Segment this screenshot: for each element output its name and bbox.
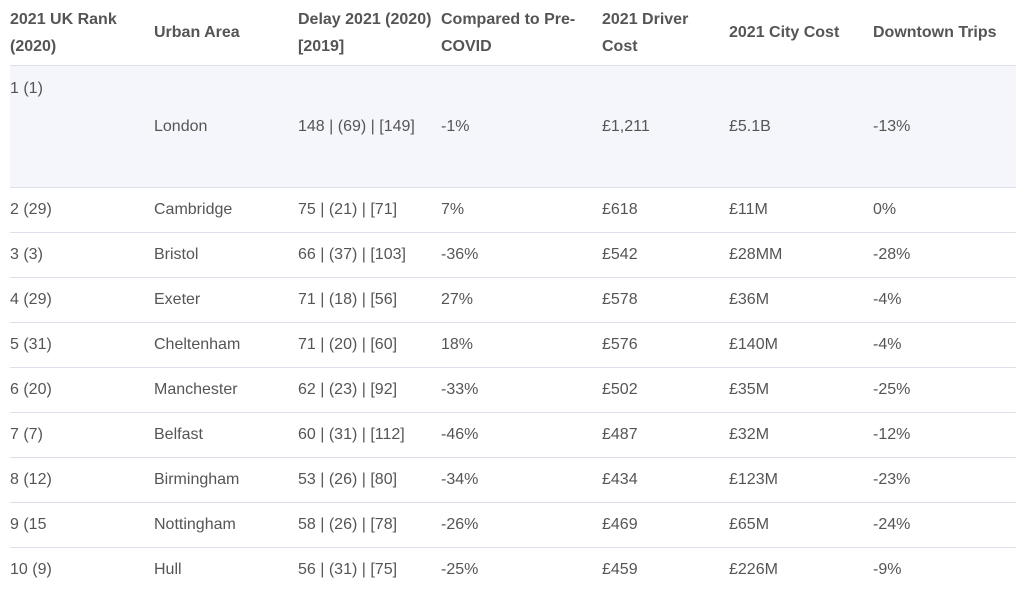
- table-cell: £140M: [729, 322, 873, 368]
- table-cell: 60 | (31) | [112]: [298, 412, 441, 458]
- table-cell: -46%: [441, 412, 602, 458]
- table-cell: 4 (29): [10, 277, 154, 323]
- table-cell: Manchester: [154, 367, 298, 413]
- table-cell: £123M: [729, 457, 873, 503]
- header-cell: 2021 City Cost: [729, 0, 873, 66]
- table-cell: 7 (7): [10, 412, 154, 458]
- table-cell: 58 | (26) | [78]: [298, 502, 441, 548]
- header-cell: Compared to Pre-COVID: [441, 0, 602, 66]
- table-cell: £618: [602, 187, 729, 233]
- table-cell: 148 | (69) | [149]: [298, 65, 441, 188]
- table-cell: -12%: [873, 412, 1016, 458]
- table-cell: 7%: [441, 187, 602, 233]
- table-cell: -9%: [873, 547, 1016, 591]
- table-cell: 6 (20): [10, 367, 154, 413]
- table-cell: £542: [602, 232, 729, 278]
- table-cell: -28%: [873, 232, 1016, 278]
- table-cell: 1 (1): [10, 65, 154, 188]
- header-cell: Delay 2021 (2020) [2019]: [298, 0, 441, 66]
- table-cell: £459: [602, 547, 729, 591]
- table-cell: -36%: [441, 232, 602, 278]
- table-cell: -13%: [873, 65, 1016, 188]
- table-cell: £11M: [729, 187, 873, 233]
- table-cell: £65M: [729, 502, 873, 548]
- table-cell: £36M: [729, 277, 873, 323]
- table-cell: 66 | (37) | [103]: [298, 232, 441, 278]
- table-cell: 18%: [441, 322, 602, 368]
- table-cell: 71 | (18) | [56]: [298, 277, 441, 323]
- table-cell: -24%: [873, 502, 1016, 548]
- table-cell: 75 | (21) | [71]: [298, 187, 441, 233]
- table-cell: 53 | (26) | [80]: [298, 457, 441, 503]
- table-cell: -23%: [873, 457, 1016, 503]
- table-cell: £502: [602, 367, 729, 413]
- table-row: 3 (3) Bristol 66 | (37) | [103] -36% £542 £28…: [10, 232, 1016, 278]
- table-cell: £578: [602, 277, 729, 323]
- table-cell: Belfast: [154, 412, 298, 458]
- table-body: 1 (1) London 148 | (69) | [149] -1% £1,211 £5…: [10, 65, 1016, 591]
- table-cell: £469: [602, 502, 729, 548]
- table-row: 1 (1) London 148 | (69) | [149] -1% £1,211 £5…: [10, 65, 1016, 188]
- data-table: 2021 UK Rank (2020) Urban Area Delay 2021 …: [10, 0, 1016, 591]
- header-cell: Urban Area: [154, 0, 298, 66]
- header-cell: 2021 Driver Cost: [602, 0, 729, 66]
- table-cell: £35M: [729, 367, 873, 413]
- table-cell: -4%: [873, 322, 1016, 368]
- table-cell: 5 (31): [10, 322, 154, 368]
- table-cell: Cambridge: [154, 187, 298, 233]
- table-cell: £226M: [729, 547, 873, 591]
- table-row: 7 (7) Belfast 60 | (31) | [112] -46% £487 £32…: [10, 412, 1016, 458]
- table-cell: -1%: [441, 65, 602, 188]
- table-row: 5 (31) Cheltenham 71 | (20) | [60] 18% £576 £…: [10, 322, 1016, 368]
- table-cell: Exeter: [154, 277, 298, 323]
- table-cell: 62 | (23) | [92]: [298, 367, 441, 413]
- table-cell: -4%: [873, 277, 1016, 323]
- table-cell: 56 | (31) | [75]: [298, 547, 441, 591]
- table-row: 10 (9) Hull 56 | (31) | [75] -25% £459 £226M -…: [10, 547, 1016, 591]
- header-cell: Downtown Trips: [873, 0, 1016, 66]
- table-row: 9 (15 Nottingham 58 | (26) | [78] -26% £469 £…: [10, 502, 1016, 548]
- table-cell: £576: [602, 322, 729, 368]
- table-cell: Birmingham: [154, 457, 298, 503]
- table-cell: 71 | (20) | [60]: [298, 322, 441, 368]
- table-cell: 27%: [441, 277, 602, 323]
- table-cell: £32M: [729, 412, 873, 458]
- table-cell: 9 (15: [10, 502, 154, 548]
- header-row: 2021 UK Rank (2020) Urban Area Delay 2021 …: [10, 0, 1016, 66]
- table-cell: £5.1B: [729, 65, 873, 188]
- table-cell: £28MM: [729, 232, 873, 278]
- table-row: 6 (20) Manchester 62 | (23) | [92] -33% £502…: [10, 367, 1016, 413]
- table-cell: -25%: [441, 547, 602, 591]
- table-cell: 2 (29): [10, 187, 154, 233]
- table-header: 2021 UK Rank (2020) Urban Area Delay 2021 …: [10, 0, 1016, 66]
- table-cell: Cheltenham: [154, 322, 298, 368]
- table-cell: -33%: [441, 367, 602, 413]
- table-cell: 10 (9): [10, 547, 154, 591]
- table-row: 8 (12) Birmingham 53 | (26) | [80] -34% £434…: [10, 457, 1016, 503]
- table-cell: 3 (3): [10, 232, 154, 278]
- table-row: 2 (29) Cambridge 75 | (21) | [71] 7% £618 £11…: [10, 187, 1016, 233]
- table-cell: Bristol: [154, 232, 298, 278]
- header-cell: 2021 UK Rank (2020): [10, 0, 154, 66]
- table-cell: -26%: [441, 502, 602, 548]
- table-row: 4 (29) Exeter 71 | (18) | [56] 27% £578 £36M -…: [10, 277, 1016, 323]
- table-cell: 0%: [873, 187, 1016, 233]
- table-cell: £1,211: [602, 65, 729, 188]
- table-cell: Hull: [154, 547, 298, 591]
- table-cell: -34%: [441, 457, 602, 503]
- table-cell: 8 (12): [10, 457, 154, 503]
- table-cell: London: [154, 65, 298, 188]
- table-cell: £434: [602, 457, 729, 503]
- table-cell: £487: [602, 412, 729, 458]
- table-cell: Nottingham: [154, 502, 298, 548]
- table-cell: -25%: [873, 367, 1016, 413]
